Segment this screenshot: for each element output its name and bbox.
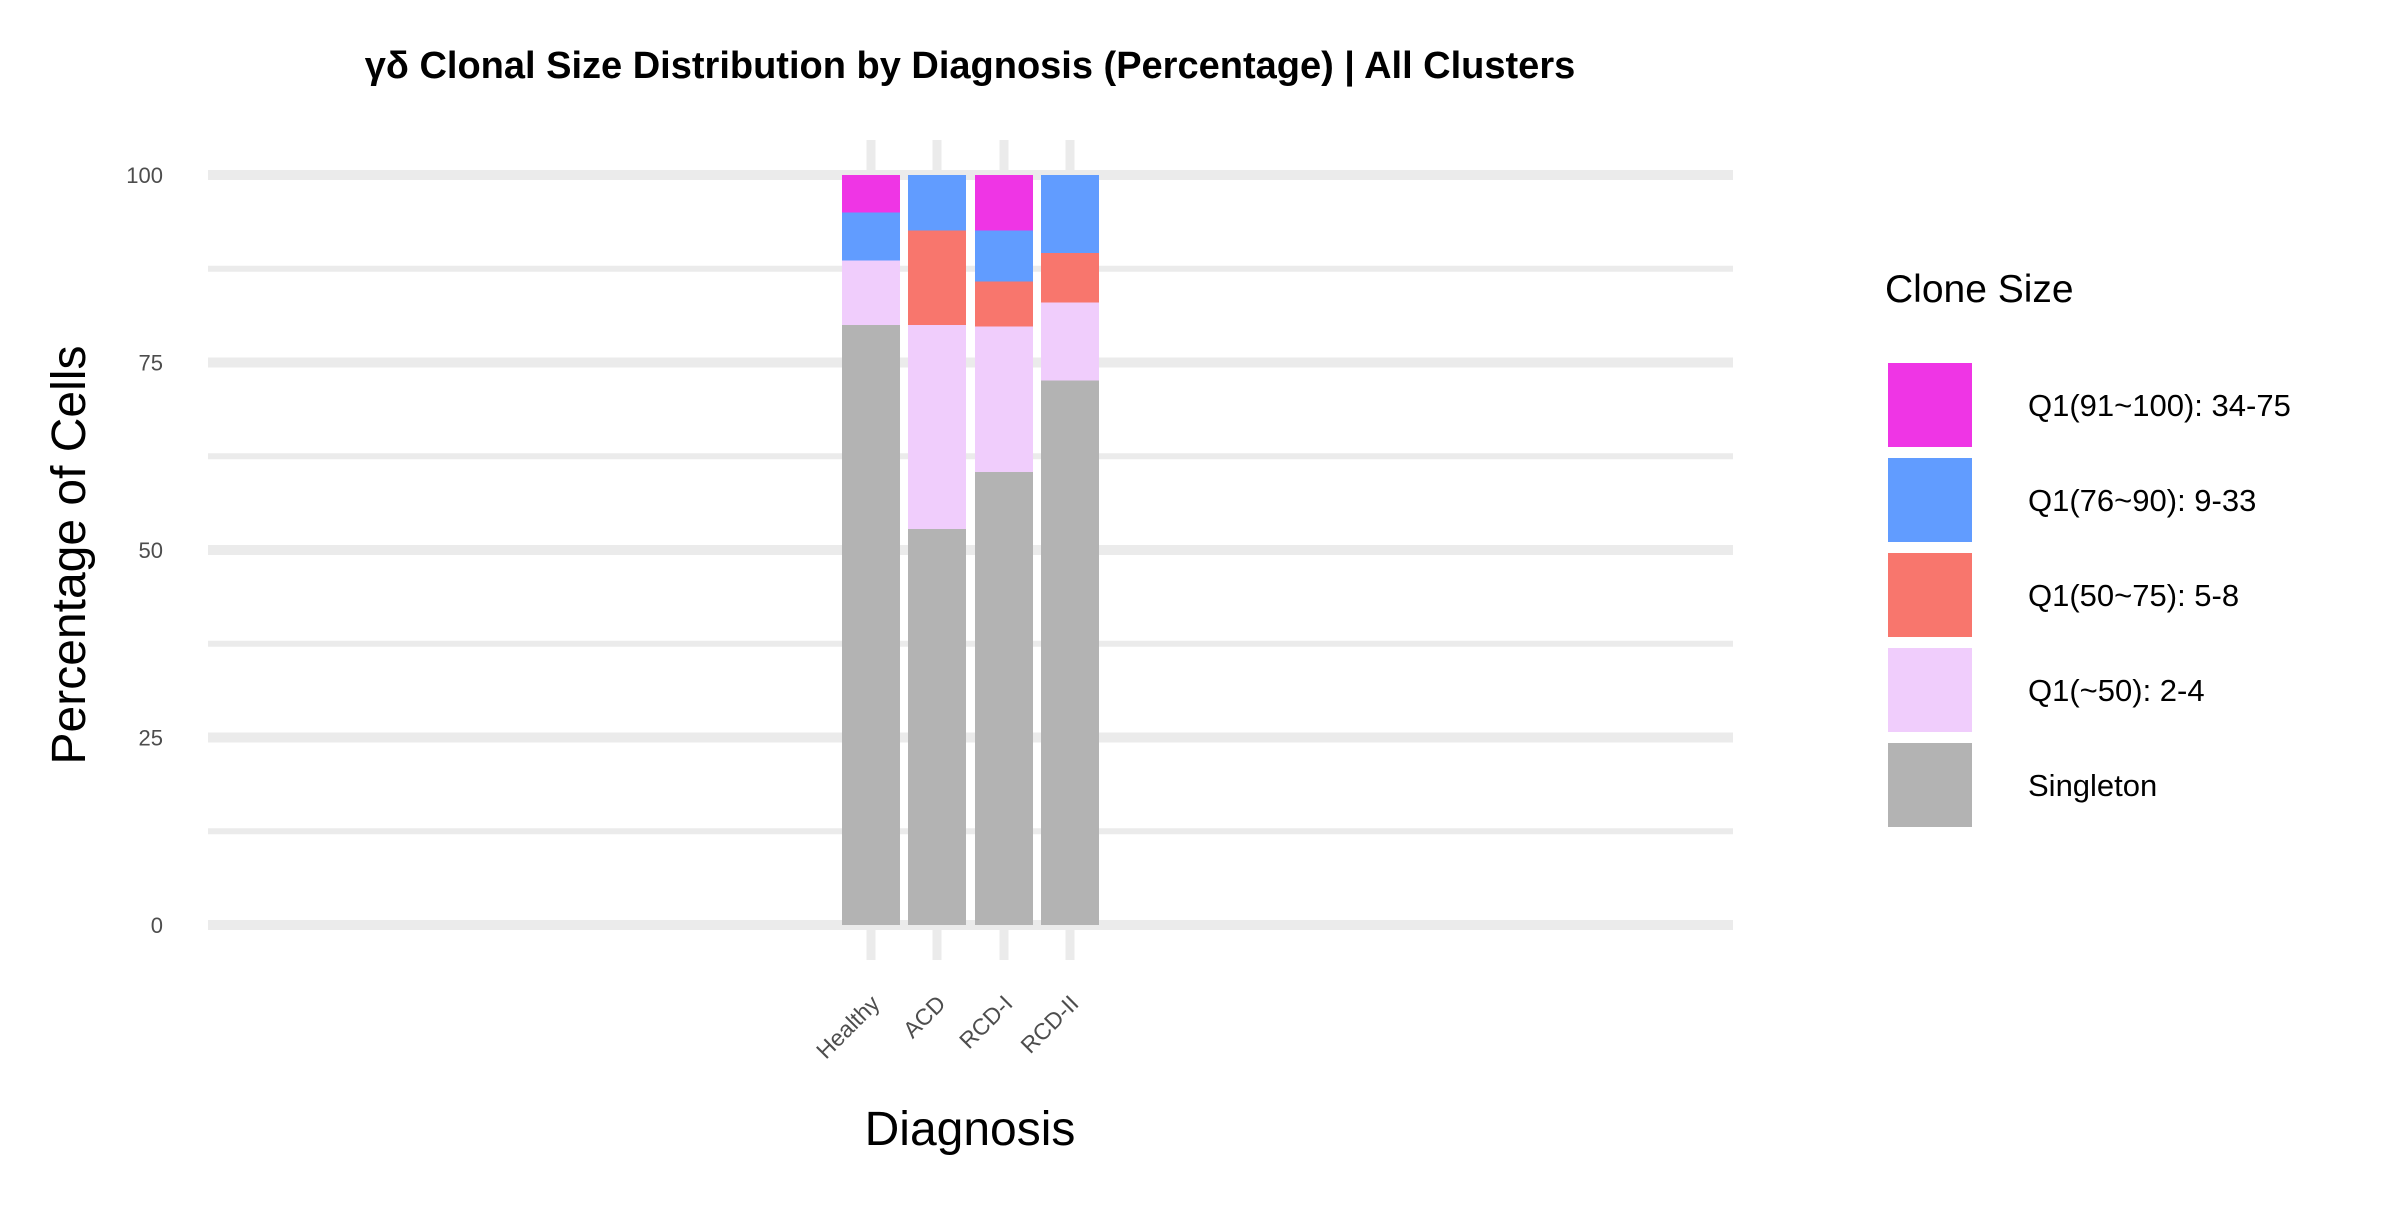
bar-segment	[842, 260, 900, 325]
bar-segment	[975, 472, 1033, 925]
legend-label: Singleton	[2028, 768, 2157, 803]
legend-key	[1888, 648, 1972, 732]
chart-title: γδ Clonal Size Distribution by Diagnosis…	[365, 45, 1576, 87]
y-tick-label: 0	[151, 913, 163, 938]
bar-segment	[1041, 302, 1099, 381]
legend-key	[1888, 458, 1972, 542]
legend-key	[1888, 363, 1972, 447]
bar-segment	[842, 175, 900, 213]
bar-segment	[975, 230, 1033, 282]
bar-segment	[1041, 253, 1099, 303]
bar-segment	[975, 175, 1033, 231]
x-tick-label: ACD	[898, 990, 951, 1043]
legend-label: Q1(91~100): 34-75	[2028, 388, 2291, 423]
legend-key	[1888, 553, 1972, 637]
y-tick-label: 50	[139, 538, 163, 563]
x-tick-label: RCD-II	[1015, 990, 1083, 1058]
x-axis-label: Diagnosis	[865, 1103, 1076, 1156]
legend-label: Q1(~50): 2-4	[2028, 673, 2205, 708]
x-tick-label: RCD-I	[954, 990, 1018, 1054]
x-tick-label: Healthy	[811, 990, 885, 1064]
bars-layer	[842, 175, 1099, 925]
bar-segment	[975, 326, 1033, 472]
y-axis-label: Percentage of Cells	[43, 346, 96, 765]
bar-segment	[842, 325, 900, 925]
legend: Clone Size Q1(91~100): 34-75 Q1(76~90): 9…	[1885, 268, 2291, 827]
grid-layer	[208, 140, 1733, 960]
legend-title: Clone Size	[1885, 268, 2074, 311]
bar-segment	[908, 529, 966, 925]
bar-segment	[908, 175, 966, 231]
bar-segment	[908, 325, 966, 529]
bar-segment	[1041, 175, 1099, 253]
legend-key	[1888, 743, 1972, 827]
y-tick-label: 100	[126, 163, 163, 188]
bar-segment	[975, 281, 1033, 327]
bar-segment	[842, 212, 900, 261]
y-tick-label: 75	[139, 351, 163, 376]
legend-label: Q1(76~90): 9-33	[2028, 483, 2256, 518]
bar-segment	[908, 230, 966, 325]
bar-segment	[1041, 380, 1099, 925]
y-tick-label: 25	[139, 726, 163, 751]
legend-label: Q1(50~75): 5-8	[2028, 578, 2239, 613]
